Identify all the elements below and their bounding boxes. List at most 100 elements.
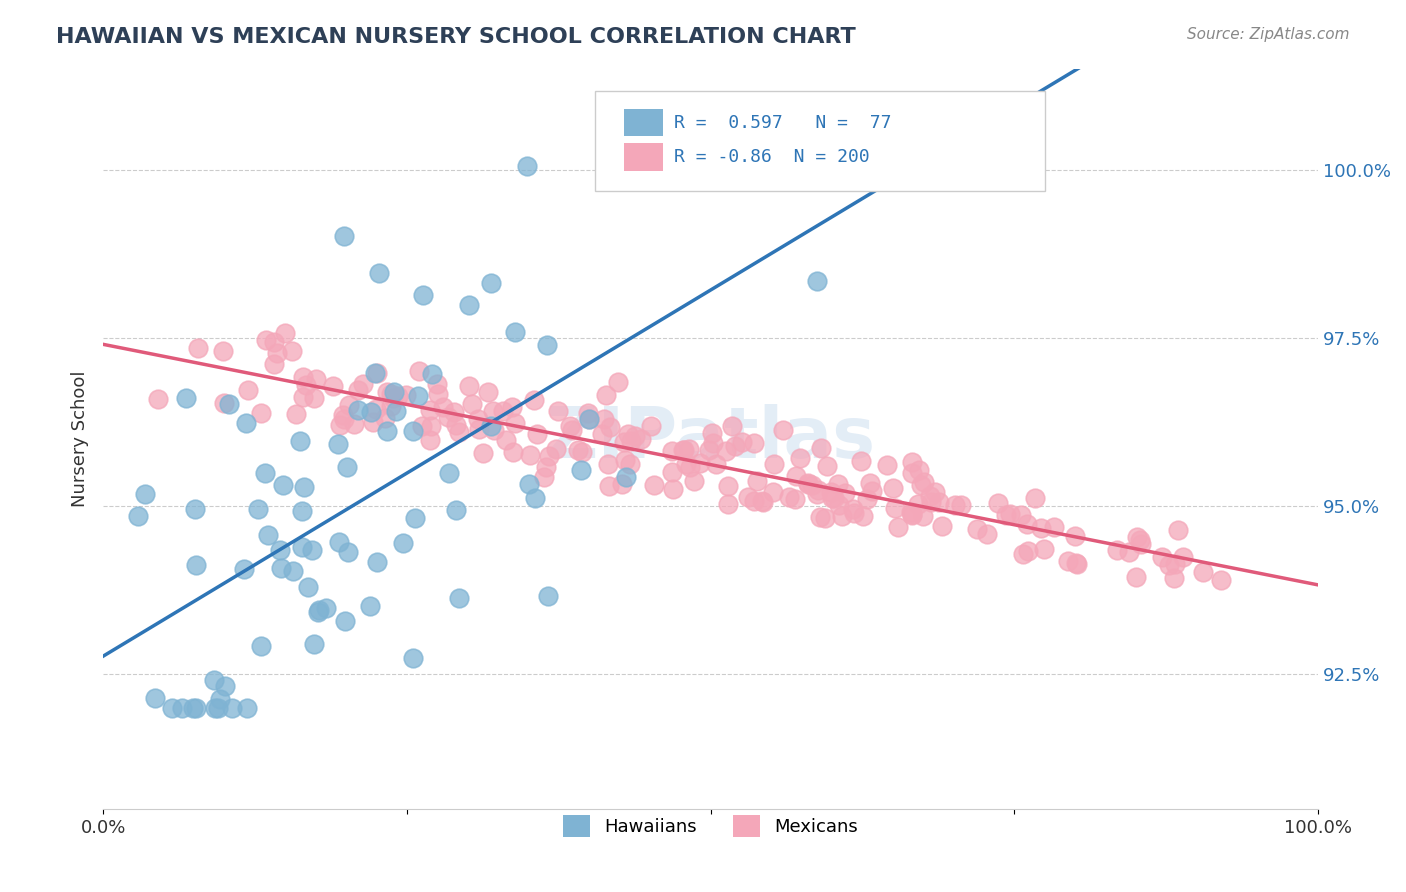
Point	[810, 442, 832, 456]
Point	[218, 397, 240, 411]
Point	[599, 420, 621, 434]
Point	[404, 511, 426, 525]
Point	[461, 397, 484, 411]
Point	[762, 457, 785, 471]
Point	[361, 415, 384, 429]
Point	[143, 690, 166, 705]
Point	[292, 390, 315, 404]
Point	[720, 419, 742, 434]
Point	[808, 510, 831, 524]
Point	[1130, 537, 1153, 551]
Point	[815, 459, 838, 474]
Point	[797, 476, 820, 491]
Point	[187, 341, 209, 355]
Point	[523, 393, 546, 408]
Point	[184, 701, 207, 715]
Point	[598, 458, 620, 472]
Point	[1017, 544, 1039, 558]
Point	[284, 407, 307, 421]
Point	[714, 444, 737, 458]
Point	[283, 564, 305, 578]
Point	[537, 589, 560, 603]
Point	[263, 357, 285, 371]
Point	[1157, 558, 1180, 573]
Point	[595, 388, 617, 402]
Point	[366, 366, 388, 380]
Point	[346, 403, 368, 417]
Point	[249, 406, 271, 420]
Point	[876, 458, 898, 472]
Point	[292, 480, 315, 494]
Point	[202, 673, 225, 687]
Point	[291, 540, 314, 554]
Point	[274, 326, 297, 341]
Text: ZIPatlas: ZIPatlas	[546, 404, 876, 474]
Point	[426, 387, 449, 401]
Point	[336, 459, 359, 474]
Point	[702, 425, 724, 440]
Point	[842, 506, 865, 520]
Point	[533, 470, 555, 484]
Point	[212, 344, 235, 359]
Point	[502, 445, 524, 459]
Point	[907, 462, 929, 476]
Point	[797, 477, 820, 491]
Point	[1017, 517, 1039, 532]
Point	[419, 419, 441, 434]
Point	[375, 424, 398, 438]
Point	[1105, 542, 1128, 557]
Point	[301, 543, 323, 558]
Point	[613, 434, 636, 449]
Point	[444, 502, 467, 516]
Point	[1163, 571, 1185, 585]
Point	[366, 401, 388, 416]
Point	[931, 519, 953, 533]
Point	[495, 433, 517, 447]
Point	[406, 388, 429, 402]
Point	[924, 484, 946, 499]
Point	[882, 481, 904, 495]
Point	[731, 434, 754, 449]
Point	[479, 418, 502, 433]
Point	[292, 370, 315, 384]
Point	[343, 417, 366, 432]
Point	[482, 423, 505, 437]
Point	[329, 417, 352, 432]
Point	[620, 434, 643, 448]
Point	[523, 491, 546, 506]
Point	[302, 392, 325, 406]
Point	[235, 416, 257, 430]
Point	[467, 411, 489, 425]
Point	[610, 477, 633, 491]
Point	[578, 412, 600, 426]
Point	[1126, 530, 1149, 544]
Point	[447, 591, 470, 606]
Point	[1024, 491, 1046, 506]
Point	[578, 412, 600, 426]
Point	[987, 495, 1010, 509]
Point	[1010, 508, 1032, 523]
Point	[411, 418, 433, 433]
Point	[998, 508, 1021, 522]
Point	[801, 478, 824, 492]
Point	[918, 490, 941, 504]
Point	[617, 426, 640, 441]
Point	[976, 527, 998, 541]
Point	[842, 502, 865, 516]
Point	[291, 504, 314, 518]
Point	[253, 467, 276, 481]
Point	[785, 469, 807, 483]
Point	[682, 475, 704, 489]
Text: R = -0.86  N = 200: R = -0.86 N = 200	[675, 148, 870, 167]
Point	[172, 701, 194, 715]
Point	[174, 391, 197, 405]
Point	[858, 475, 880, 490]
Point	[558, 419, 581, 434]
Point	[789, 450, 811, 465]
Point	[860, 483, 883, 498]
Point	[806, 483, 828, 498]
Point	[737, 491, 759, 505]
Point	[468, 422, 491, 436]
Point	[561, 423, 583, 437]
Point	[820, 484, 842, 499]
